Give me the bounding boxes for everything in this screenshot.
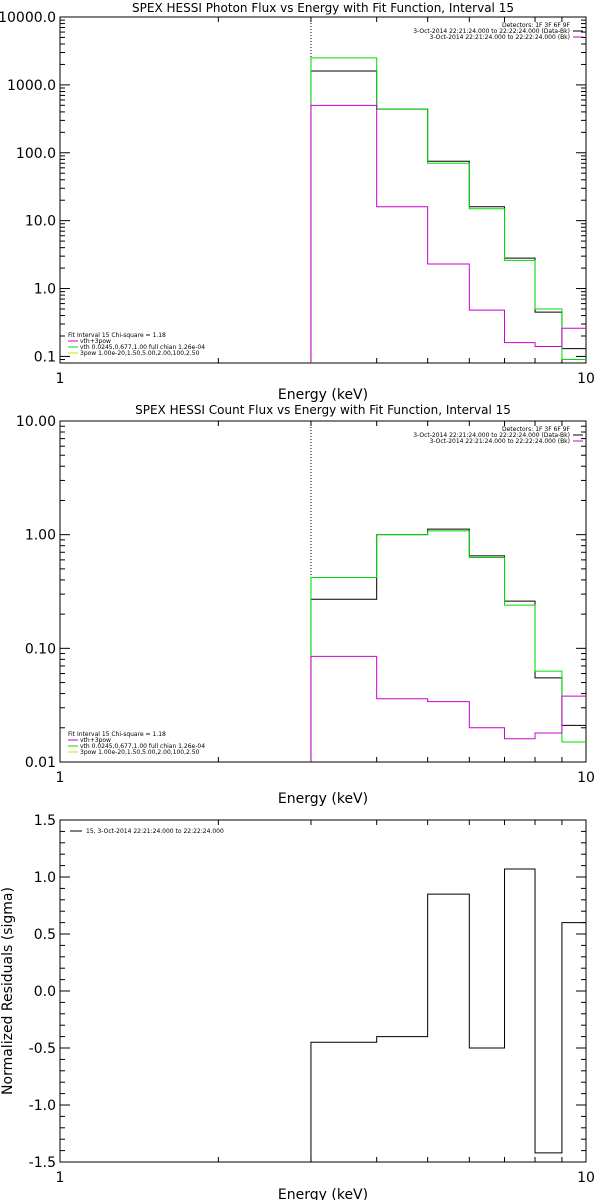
x-axis-label: Energy (keV)	[278, 791, 368, 807]
series-1-step-line	[310, 528, 586, 762]
legend-entry: 3-Oct-2014 22:21:24.000 to 22:22:24.000 …	[430, 438, 571, 445]
legend-entry: Detectors: 1F 3F 6F 9F	[502, 22, 571, 29]
series-1-step-line	[310, 70, 586, 363]
y-tick-label: 1.5	[34, 813, 56, 829]
y-tick-label: -0.5	[29, 1041, 56, 1057]
panel-3: 1 10 Energy (keV) -1.5 -1.0 -0.5 0.0 0.5 1.0 1.5 N…	[0, 813, 595, 1200]
chart-title: SPEX HESSI Count Flux vs Energy with Fit…	[135, 403, 511, 417]
legend-entry: Detectors: 1F 3F 6F 9F	[502, 426, 571, 433]
chart-title: SPEX HESSI Photon Flux vs Energy with Fi…	[132, 1, 514, 15]
y-tick-label: 100.0	[16, 146, 56, 162]
legend-entry: vth+3pow	[80, 338, 111, 345]
y-tick-label: 0.5	[34, 927, 56, 943]
y-tick-label: -1.5	[29, 1155, 56, 1171]
y-tick-label: 1.00	[25, 528, 56, 544]
x-tick-label: 10	[577, 371, 595, 387]
series-3-step-line	[310, 104, 586, 363]
y-tick-label: 0.0	[34, 984, 56, 1000]
y-tick-label: 10.0	[25, 214, 56, 230]
y-tick-label: 1.0	[34, 870, 56, 886]
legend-entry: 3pow 1.00e-20,1.50,5.00,2.00,100,2.50	[80, 350, 200, 357]
panel-1: SPEX HESSI Photon Flux vs Energy with Fi…	[0, 1, 595, 403]
plot-frame	[59, 819, 587, 1163]
y-tick-label: 0.10	[25, 641, 56, 657]
y-tick-label: 1.0	[34, 282, 56, 298]
y-tick-label: 10.00	[16, 414, 56, 430]
series-1-step-line	[310, 868, 586, 1162]
legend-entry: 3-Oct-2014 22:21:24.000 to 22:22:24.000 …	[430, 34, 571, 41]
legend-entry: 15, 3-Oct-2014 22:21:24.000 to 22:22:24.…	[86, 828, 224, 835]
legend-entry: 3-Oct-2014 22:21:24.000 to 22:22:24.000 …	[413, 432, 570, 439]
x-axis-label: Energy (keV)	[278, 1187, 368, 1200]
y-tick-label: 0.1	[34, 349, 56, 365]
legend-entry: Fit Interval 15 Chi-square = 1.18	[68, 332, 166, 339]
series-3-step-line	[310, 655, 586, 762]
legend-entry: Fit Interval 15 Chi-square = 1.18	[68, 731, 166, 738]
y-axis-label: Normalized Residuals (sigma)	[0, 887, 16, 1095]
legend-entry: vth 0.0245,0.677,1.00 full chian 1.26e-0…	[80, 743, 205, 750]
x-tick-label: 10	[577, 770, 595, 786]
x-tick-label: 1	[56, 770, 65, 786]
x-tick-label: 1	[56, 1170, 65, 1186]
y-tick-label: 10000.0	[0, 10, 56, 26]
legend-entry: vth+3pow	[80, 737, 111, 744]
series-2-step-line	[310, 57, 586, 363]
legend-entry: 3pow 1.00e-20,1.50,5.00,2.00,100,2.50	[80, 749, 200, 756]
x-axis-label: Energy (keV)	[278, 387, 368, 403]
panel-2: SPEX HESSI Count Flux vs Energy with Fit…	[16, 403, 595, 807]
legend-entry: vth 0.0245,0.677,1.00 full chian 1.26e-0…	[80, 344, 205, 351]
x-tick-label: 10	[577, 1170, 595, 1186]
plot-frame	[59, 420, 587, 763]
legend-entry: 3-Oct-2014 22:21:24.000 to 22:22:24.000 …	[413, 28, 570, 35]
y-tick-label: -1.0	[29, 1098, 56, 1114]
y-tick-label: 1000.0	[7, 78, 56, 94]
plot-frame	[59, 16, 587, 364]
series-2-step-line	[310, 530, 586, 762]
x-tick-label: 1	[56, 371, 65, 387]
y-tick-label: 0.01	[25, 755, 56, 771]
